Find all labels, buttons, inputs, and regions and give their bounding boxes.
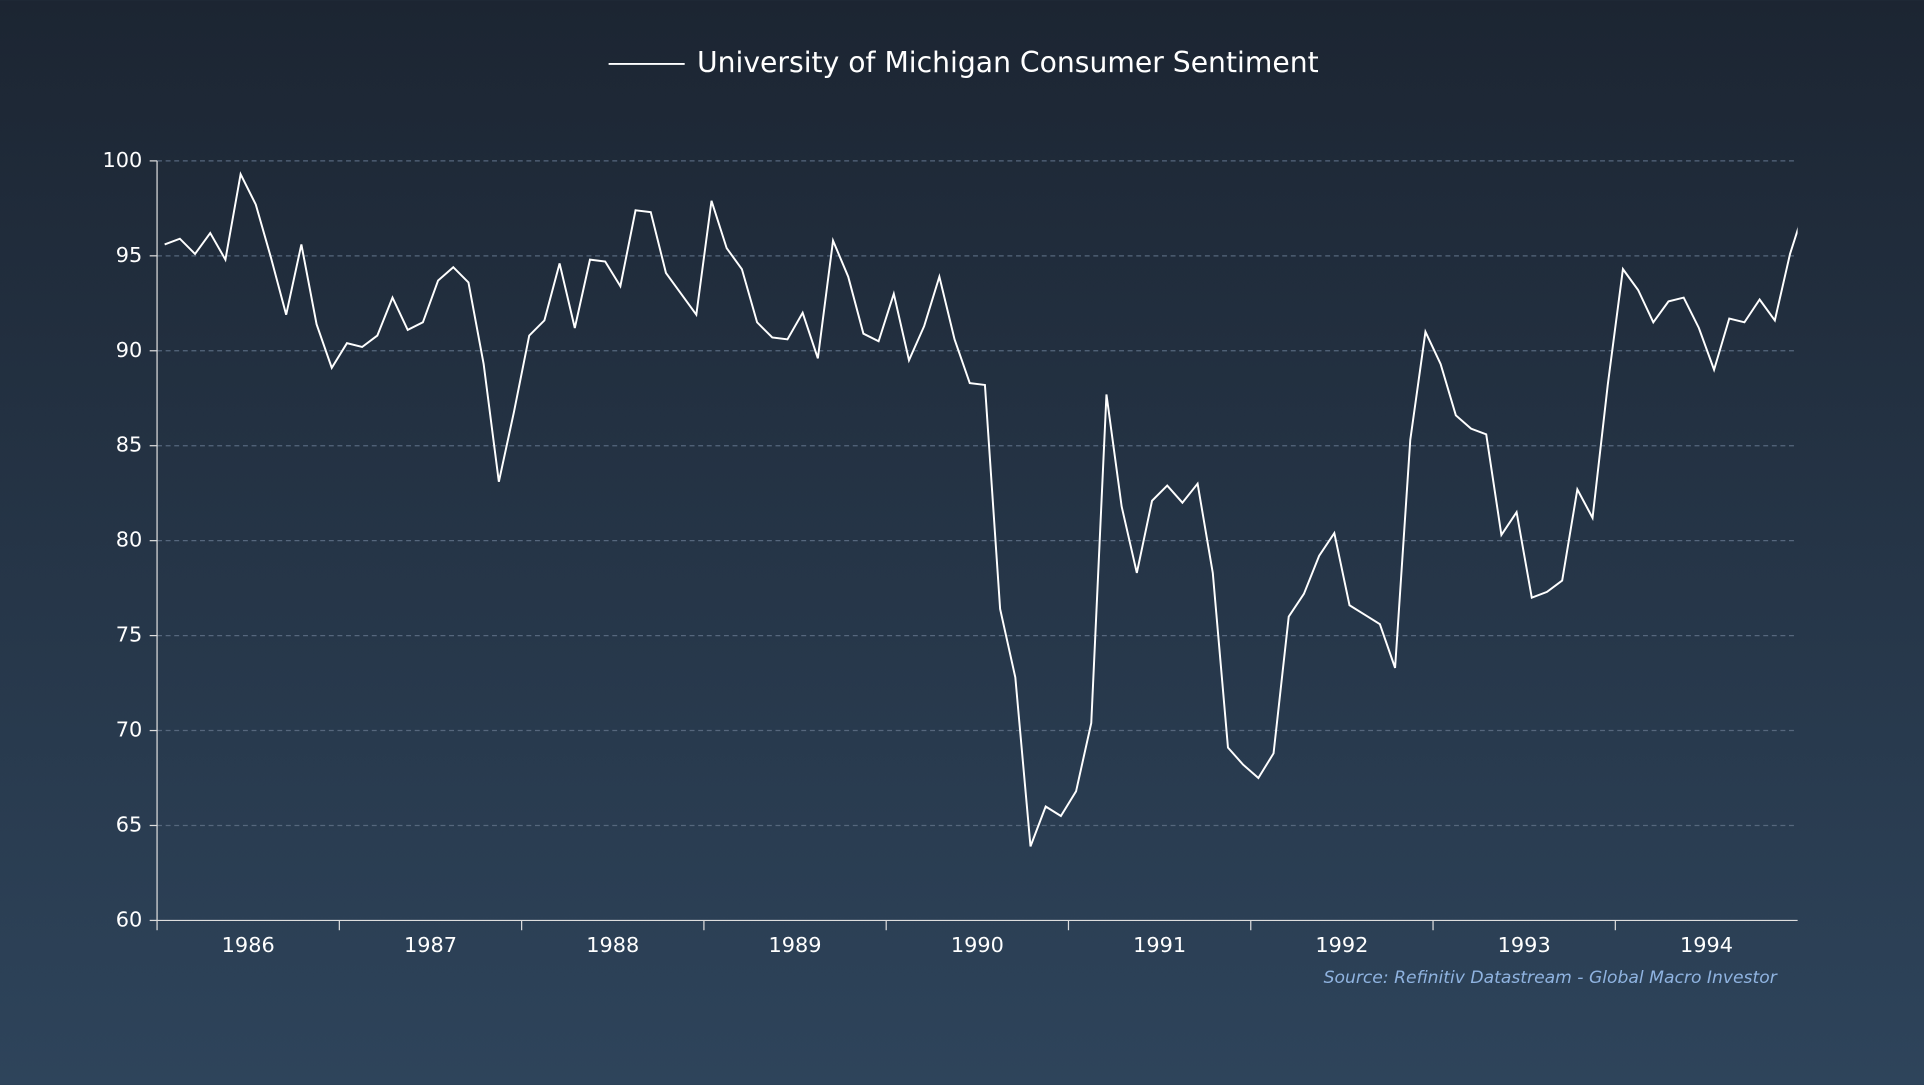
y-tick-label: 95 (116, 243, 143, 267)
x-tick-label: 1986 (222, 933, 275, 957)
y-tick-label: 90 (116, 338, 143, 362)
x-tick-label: 1994 (1680, 933, 1733, 957)
legend-label: University of Michigan Consumer Sentimen… (697, 46, 1319, 79)
x-tick-label: 1993 (1498, 933, 1551, 957)
x-tick-label: 1988 (586, 933, 639, 957)
y-tick-label: 75 (116, 623, 143, 647)
y-tick-label: 60 (116, 907, 143, 931)
y-tick-label: 80 (116, 528, 143, 552)
x-tick-label: 1991 (1133, 933, 1186, 957)
source: Source: Refinitiv Datastream - Global Ma… (1324, 968, 1778, 988)
x-tick-label: 1987 (404, 933, 457, 957)
data-line (164, 171, 1798, 847)
y-tick-label: 100 (103, 148, 143, 172)
x-tick-label: 1992 (1315, 933, 1368, 957)
x-tick-label: 1989 (769, 933, 822, 957)
x-tick-label: 1990 (951, 933, 1004, 957)
y-tick-label: 70 (116, 718, 143, 742)
y-tick-label: 85 (116, 433, 143, 457)
y-tick-label: 65 (116, 812, 143, 836)
